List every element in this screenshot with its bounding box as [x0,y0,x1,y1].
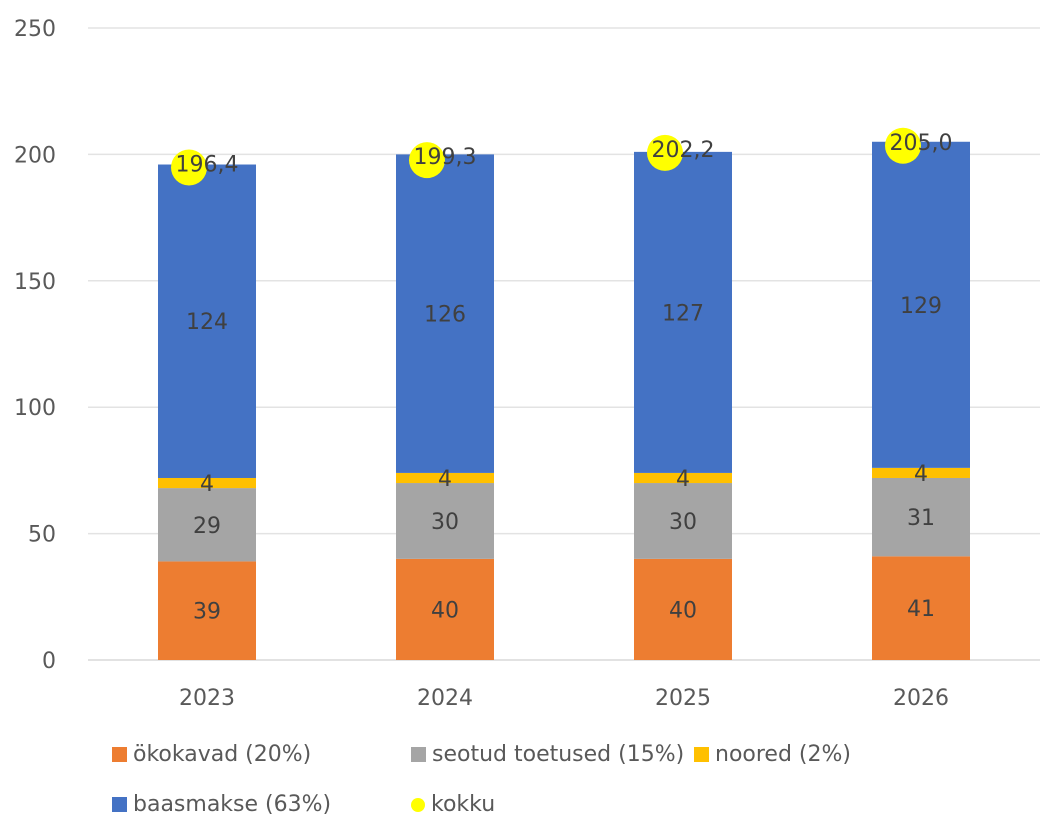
data-label-seotud-2025: 30 [669,510,697,535]
y-tick-label-50: 50 [28,523,56,548]
data-label-noored-2024: 4 [438,467,452,492]
bar-seotud-2026 [872,477,970,557]
y-tick-label-100: 100 [14,396,56,421]
bar-okokavad-2023 [158,561,256,660]
total-label-2026: 205,0 [890,131,953,156]
bar-noored-2025 [634,472,732,484]
bar-baasmakse-2026 [872,141,970,468]
bar-noored-2026 [872,467,970,478]
bar-seotud-2025 [634,483,732,559]
y-tick-label-250: 250 [14,17,56,42]
y-tick-label-200: 200 [14,143,56,168]
x-tick-label-2026: 2026 [893,686,949,711]
data-label-okokavad-2024: 40 [431,598,459,623]
bar-okokavad-2025 [634,558,732,660]
total-marker-2025 [647,134,683,171]
bar-baasmakse-2025 [634,151,732,473]
data-label-okokavad-2023: 39 [193,600,221,625]
bar-baasmakse-2023 [158,164,256,478]
data-label-okokavad-2026: 41 [907,597,935,622]
data-label-noored-2025: 4 [676,467,690,492]
y-axis-ticks: 0 50 100 150 200 250 [14,17,56,674]
bar-noored-2023 [158,477,256,489]
data-label-noored-2023: 4 [200,472,214,497]
data-label-okokavad-2025: 40 [669,598,697,623]
total-marker-2023 [171,149,207,186]
total-markers: 196,4 199,3 202,2 205,0 [171,127,953,186]
data-label-baasmakse-2024: 126 [424,303,466,328]
total-label-2025: 202,2 [652,138,715,163]
total-label-2024: 199,3 [414,145,477,170]
x-tick-label-2024: 2024 [417,686,473,711]
x-axis-ticks: 2023 2024 2025 2026 [179,686,949,711]
bar-seotud-2024 [396,483,494,559]
bar-okokavad-2026 [872,556,970,660]
total-marker-2026 [885,127,921,164]
total-label-2023: 196,4 [176,153,239,178]
y-tick-label-150: 150 [14,270,56,295]
segment-labels: 39 29 4 124 40 30 4 126 40 30 4 127 41 31 4 129 [186,294,942,625]
x-tick-label-2025: 2025 [655,686,711,711]
data-label-seotud-2026: 31 [907,506,935,531]
data-label-seotud-2023: 29 [193,514,221,539]
bar-okokavad-2024 [396,558,494,660]
y-tick-label-0: 0 [42,649,56,674]
bars [158,141,970,660]
x-tick-label-2023: 2023 [179,686,235,711]
bar-seotud-2023 [158,488,256,562]
data-label-baasmakse-2023: 124 [186,310,228,335]
data-label-baasmakse-2025: 127 [662,301,704,326]
total-marker-2024 [409,142,445,179]
data-label-baasmakse-2026: 129 [900,294,942,319]
data-label-seotud-2024: 30 [431,510,459,535]
bar-baasmakse-2024 [396,154,494,473]
data-label-noored-2026: 4 [914,462,928,487]
bar-noored-2024 [396,472,494,484]
